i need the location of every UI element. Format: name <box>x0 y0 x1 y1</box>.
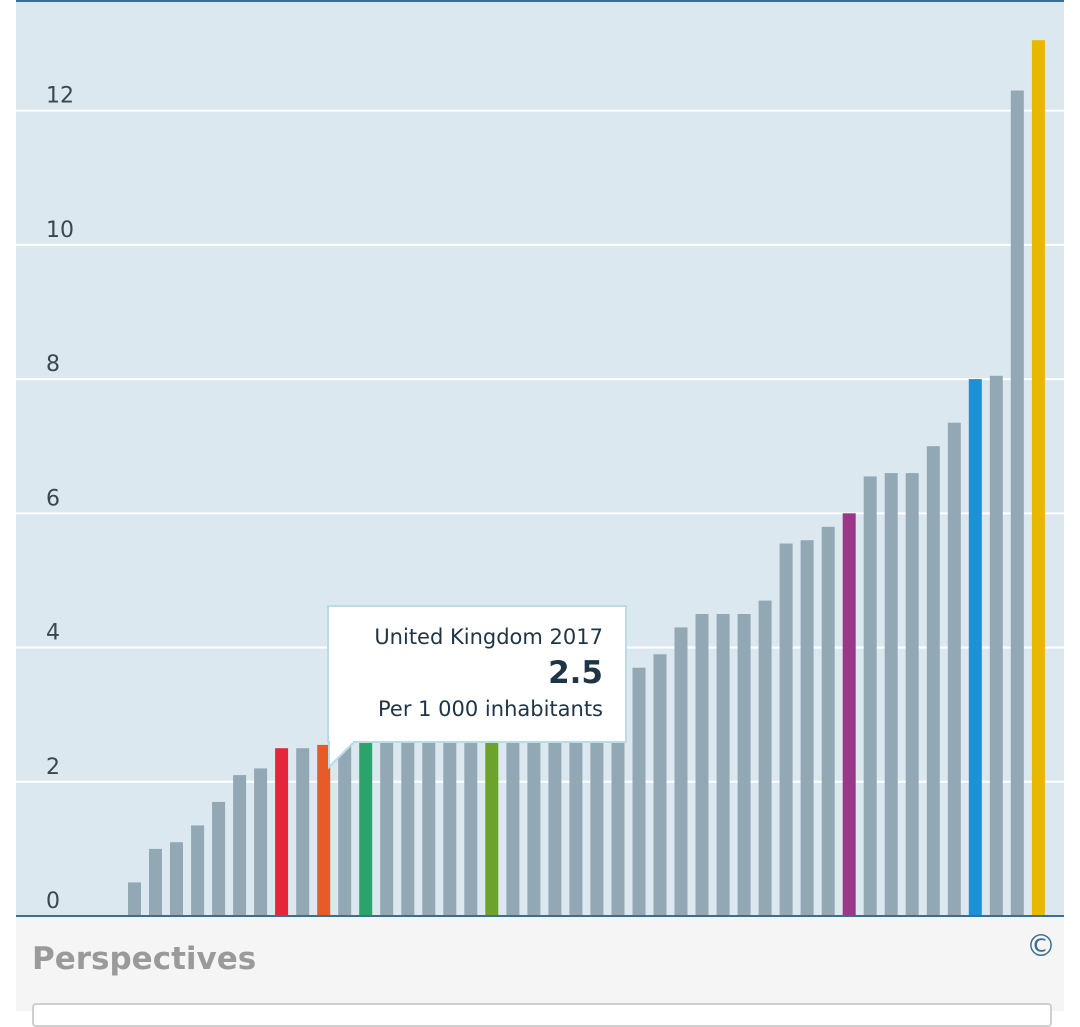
bar[interactable] <box>191 825 205 916</box>
bar[interactable] <box>296 748 310 916</box>
bar[interactable] <box>737 614 751 916</box>
bar[interactable] <box>821 526 835 916</box>
bar[interactable] <box>464 721 478 916</box>
bar[interactable] <box>254 768 268 916</box>
bar[interactable] <box>842 513 856 916</box>
bar[interactable] <box>275 748 289 916</box>
bar-chart: 0 2 4 6 8 10 12 <box>16 40 1064 917</box>
tooltip-title: United Kingdom 2017 <box>374 625 603 649</box>
bar[interactable] <box>653 654 667 916</box>
bar[interactable] <box>947 422 961 916</box>
bar[interactable] <box>590 694 604 917</box>
bar[interactable] <box>1031 40 1045 916</box>
y-tick-label: 2 <box>46 755 60 780</box>
bar[interactable] <box>1010 90 1024 917</box>
bar[interactable] <box>527 711 541 916</box>
y-tick-label: 8 <box>46 352 60 377</box>
bar[interactable] <box>443 724 457 916</box>
bar[interactable] <box>149 848 162 916</box>
bar[interactable] <box>632 667 646 916</box>
y-tick-label: 12 <box>46 84 74 109</box>
bar[interactable] <box>569 701 583 916</box>
bar[interactable] <box>968 379 982 917</box>
bar[interactable] <box>128 882 141 916</box>
bar[interactable] <box>359 738 373 916</box>
bar[interactable] <box>422 728 436 916</box>
tooltip-unit: Per 1 000 inhabitants <box>377 697 603 721</box>
bar[interactable] <box>338 741 352 917</box>
bar[interactable] <box>317 744 331 916</box>
bar[interactable] <box>485 718 499 916</box>
tooltip-value: 2.5 <box>548 655 603 691</box>
bar[interactable] <box>401 731 415 916</box>
bars <box>128 40 1045 917</box>
bar[interactable] <box>695 614 709 916</box>
perspectives-title: Perspectives <box>32 941 257 977</box>
bar[interactable] <box>800 540 814 916</box>
bar[interactable] <box>380 734 394 916</box>
y-axis-labels: 0 2 4 6 8 10 12 <box>46 84 74 914</box>
bar[interactable] <box>212 801 226 916</box>
bar[interactable] <box>863 476 877 916</box>
perspectives-panel: Perspectives © <box>16 917 1064 1027</box>
bar[interactable] <box>233 775 247 916</box>
bar[interactable] <box>779 543 793 917</box>
bar[interactable] <box>989 375 1003 916</box>
bar[interactable] <box>548 708 562 916</box>
y-tick-label: 6 <box>46 486 60 511</box>
bar[interactable] <box>926 446 940 916</box>
bar[interactable] <box>905 473 919 916</box>
bar[interactable] <box>674 627 688 916</box>
bar[interactable] <box>716 614 730 916</box>
bar[interactable] <box>170 842 183 916</box>
chart-panel: 0 2 4 6 8 10 12 <box>16 0 1064 918</box>
bar[interactable] <box>884 473 898 916</box>
y-tick-label: 10 <box>46 218 74 243</box>
value-tooltip: United Kingdom 2017 2.5 Per 1 000 inhabi… <box>327 605 627 743</box>
y-tick-label: 4 <box>46 621 60 646</box>
bar[interactable] <box>758 600 772 916</box>
tooltip-pointer <box>328 741 356 769</box>
perspectives-dropdown[interactable] <box>32 1003 1052 1027</box>
y-tick-label: 0 <box>46 889 60 914</box>
copyright-icon[interactable]: © <box>1026 929 1056 964</box>
bar[interactable] <box>506 714 520 916</box>
